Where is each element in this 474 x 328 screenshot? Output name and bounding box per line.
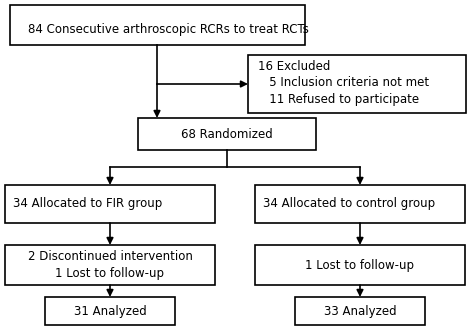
Bar xyxy=(5,245,215,285)
Bar xyxy=(295,297,425,325)
Text: 31 Analyzed: 31 Analyzed xyxy=(73,304,146,318)
Text: 34 Allocated to control group: 34 Allocated to control group xyxy=(263,197,435,211)
Bar xyxy=(10,5,305,45)
Bar xyxy=(138,118,316,150)
Text: 16 Excluded
   5 Inclusion criteria not met
   11 Refused to participate: 16 Excluded 5 Inclusion criteria not met… xyxy=(258,59,429,107)
Bar xyxy=(5,185,215,223)
Text: 2 Discontinued intervention
1 Lost to follow-up: 2 Discontinued intervention 1 Lost to fo… xyxy=(27,250,192,280)
Bar xyxy=(248,55,466,113)
Bar xyxy=(45,297,175,325)
Text: 84 Consecutive arthroscopic RCRs to treat RCTs: 84 Consecutive arthroscopic RCRs to trea… xyxy=(28,24,309,36)
Text: 68 Randomized: 68 Randomized xyxy=(181,128,273,140)
Bar xyxy=(255,185,465,223)
Text: 1 Lost to follow-up: 1 Lost to follow-up xyxy=(306,258,414,272)
Text: 34 Allocated to FIR group: 34 Allocated to FIR group xyxy=(13,197,162,211)
Bar xyxy=(255,245,465,285)
Text: 33 Analyzed: 33 Analyzed xyxy=(324,304,396,318)
